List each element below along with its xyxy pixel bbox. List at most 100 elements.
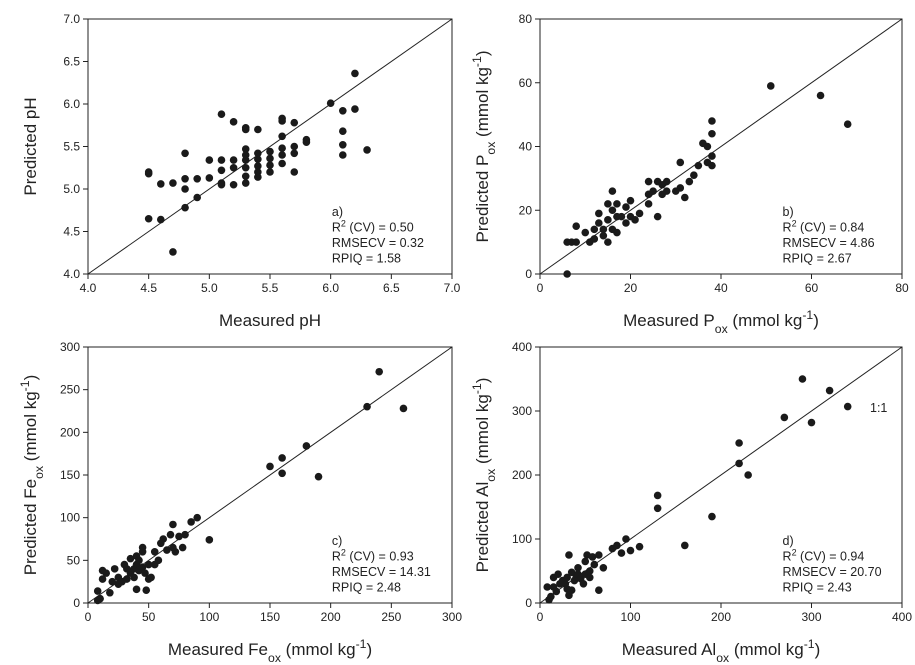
point (241, 179, 250, 187)
panel: 4.0 4.5 5.0 5.5 6.0 6.5 7.0 4.0 4.5 5.0 5.5 6.0 6.5 7… (21, 12, 461, 330)
point (166, 530, 175, 539)
x-tick-label: 6.0 (322, 281, 339, 295)
y-tick-label: 40 (519, 140, 533, 154)
y-tick-label: 4.5 (63, 225, 80, 239)
point (807, 418, 816, 427)
y-tick-label: 300 (60, 340, 80, 354)
annotation: b) (783, 205, 794, 219)
point (565, 551, 573, 559)
text-part: R (783, 221, 792, 235)
subscript: ox (716, 651, 729, 665)
point (644, 177, 653, 186)
point (599, 231, 608, 240)
text-part: ) (21, 375, 40, 381)
point (302, 442, 311, 450)
point (241, 145, 250, 153)
point (339, 151, 347, 159)
point (150, 548, 159, 556)
text-part: Measured Fe (168, 640, 268, 659)
x-tick-label: 200 (711, 610, 731, 624)
y-tick-label: 100 (512, 532, 532, 546)
point (735, 459, 743, 468)
x-axis-label: Measured Pox (mmol kg-1) (623, 308, 819, 336)
point (351, 105, 359, 113)
point (217, 156, 226, 164)
one-to-one-line (87, 346, 453, 604)
subscript: ox (484, 142, 498, 155)
point (181, 203, 189, 212)
y-tick-label: 6.0 (63, 97, 80, 111)
point (178, 543, 187, 552)
x-tick-label: 80 (895, 281, 909, 295)
point (290, 168, 299, 176)
x-tick-label: 7.0 (444, 281, 461, 295)
subscript: ox (32, 466, 46, 479)
annotation: RPIQ = 1.58 (332, 252, 401, 266)
point (622, 535, 630, 543)
point (254, 162, 262, 170)
text-part: (CV) = 0.94 (797, 550, 865, 564)
point (266, 161, 274, 169)
point (169, 248, 177, 256)
point (690, 171, 698, 179)
point (241, 125, 250, 134)
point (254, 173, 262, 181)
point (339, 141, 347, 149)
point (217, 110, 226, 118)
point (708, 117, 716, 125)
point (585, 573, 594, 582)
point (241, 163, 250, 172)
y-tick-label: 80 (519, 12, 533, 26)
point (644, 200, 653, 208)
point (302, 138, 311, 147)
point (626, 196, 635, 205)
point (205, 156, 214, 164)
text-part: RMSECV = 4.86 (783, 236, 875, 250)
annotation: R2 (CV) = 0.84 (783, 219, 865, 235)
point (626, 546, 635, 555)
text-part: Measured Al (622, 640, 717, 659)
point (278, 151, 286, 159)
point (653, 212, 662, 221)
x-tick-label: 400 (892, 610, 912, 624)
point (685, 177, 694, 186)
point (681, 193, 689, 202)
x-tick-label: 250 (381, 610, 401, 624)
point (130, 573, 138, 582)
point (363, 146, 371, 154)
point (363, 402, 371, 411)
point (205, 536, 214, 544)
text-part: (mmol kg (473, 394, 492, 469)
point (217, 180, 226, 189)
text-part: RPIQ = 1.58 (332, 252, 401, 266)
point (662, 177, 671, 186)
superscript: 2 (792, 219, 797, 229)
text-part: (mmol kg (281, 640, 356, 659)
point (241, 172, 250, 181)
point (595, 219, 603, 227)
point (798, 375, 807, 383)
text-part: Predicted P (473, 155, 492, 243)
one-to-one-line (539, 346, 903, 604)
point (326, 99, 335, 107)
point (843, 120, 852, 128)
point (181, 185, 189, 193)
y-tick-label: 60 (519, 76, 533, 90)
point (604, 238, 612, 246)
text-part: RPIQ = 2.43 (783, 581, 852, 595)
text-part: R (332, 221, 341, 235)
point (93, 587, 102, 595)
y-tick-label: 200 (60, 425, 80, 439)
x-tick-label: 50 (142, 610, 156, 624)
point (278, 159, 286, 168)
annotation: RMSECV = 20.70 (783, 565, 882, 579)
point (138, 548, 147, 556)
one-to-one-line (87, 18, 453, 275)
point (681, 541, 689, 550)
point (825, 386, 834, 395)
point (613, 228, 621, 237)
point (375, 367, 384, 376)
text-part: R (332, 550, 341, 564)
point (181, 530, 189, 539)
point (635, 209, 644, 218)
